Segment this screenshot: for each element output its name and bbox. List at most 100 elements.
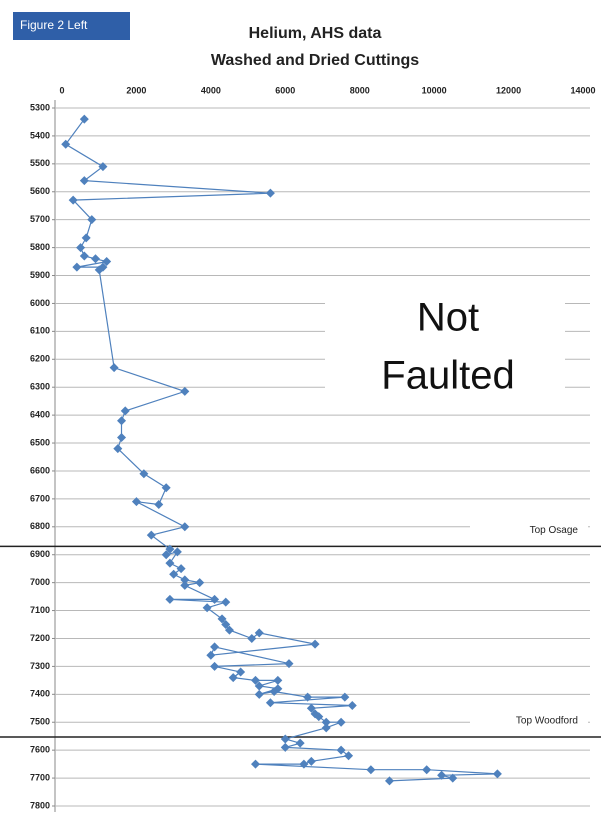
plot <box>61 114 502 786</box>
data-point <box>113 444 123 454</box>
data-point <box>165 594 175 604</box>
annotation-line: Not <box>417 296 479 340</box>
data-point <box>61 139 71 149</box>
y-tick-label: 7200 <box>30 633 50 643</box>
y-tick-label: 5300 <box>30 102 50 112</box>
y-tick-label: 7300 <box>30 661 50 671</box>
data-point <box>87 215 97 225</box>
y-tick-label: 7400 <box>30 689 50 699</box>
x-tick-label: 2000 <box>126 85 146 95</box>
data-point <box>165 558 175 568</box>
data-point <box>180 575 190 585</box>
data-point <box>221 597 231 607</box>
marker-label-box <box>470 711 588 732</box>
data-point <box>251 759 261 769</box>
chart-subtitle: Washed and Dried Cuttings <box>211 52 419 69</box>
chart-title: Helium, AHS data <box>249 25 382 42</box>
annotation-box <box>325 290 565 412</box>
data-point <box>251 675 261 685</box>
data-point <box>247 633 257 643</box>
marker-label: Top Osage <box>530 525 579 536</box>
data-point <box>81 233 91 243</box>
data-point <box>161 550 171 560</box>
y-tick-label: 7700 <box>30 772 50 782</box>
data-point <box>321 723 331 733</box>
data-point <box>146 530 156 540</box>
data-point <box>169 569 179 579</box>
data-point <box>321 717 331 727</box>
y-tick-label: 5400 <box>30 130 50 140</box>
data-point <box>79 114 89 124</box>
data-point <box>117 416 127 426</box>
data-point <box>161 483 171 493</box>
x-tick-label: 12000 <box>496 85 521 95</box>
data-point <box>336 745 346 755</box>
data-point <box>180 386 190 396</box>
data-point <box>98 162 108 172</box>
y-tick-label: 6100 <box>30 326 50 336</box>
data-point <box>79 176 89 186</box>
data-point <box>265 698 275 708</box>
data-point <box>76 243 86 253</box>
data-point <box>492 769 502 779</box>
marker-label: Top Woodford <box>516 716 578 727</box>
y-tick-label: 7100 <box>30 605 50 615</box>
annotation-line: Faulted <box>381 354 514 398</box>
data-point <box>206 650 216 660</box>
data-point <box>210 661 220 671</box>
data-point <box>165 544 175 554</box>
data-point <box>299 759 309 769</box>
y-tick-label: 6800 <box>30 521 50 531</box>
data-point <box>176 564 186 574</box>
x-tick-label: 4000 <box>201 85 221 95</box>
y-tick-label: 6700 <box>30 493 50 503</box>
data-point <box>336 717 346 727</box>
data-point <box>448 773 458 783</box>
data-point <box>303 692 313 702</box>
data-point <box>280 742 290 752</box>
data-point <box>210 594 220 604</box>
y-tick-label: 6400 <box>30 409 50 419</box>
data-point <box>254 628 264 638</box>
data-point <box>265 188 275 198</box>
y-tick-label: 5800 <box>30 242 50 252</box>
figure-label-box <box>13 12 130 40</box>
x-tick-label: 8000 <box>350 85 370 95</box>
data-point <box>306 703 316 713</box>
data-point <box>68 195 78 205</box>
data-point <box>280 734 290 744</box>
data-point <box>228 673 238 683</box>
data-point <box>254 689 264 699</box>
data-point <box>295 738 305 748</box>
data-point <box>202 603 212 613</box>
data-point <box>269 687 279 697</box>
data-point <box>195 578 205 588</box>
data-point <box>437 770 447 780</box>
y-tick-label: 5900 <box>30 270 50 280</box>
data-point <box>180 580 190 590</box>
data-point <box>217 614 227 624</box>
data-point <box>117 432 127 442</box>
y-tick-label: 6500 <box>30 437 50 447</box>
data-point <box>120 406 130 416</box>
y-tick-label: 5600 <box>30 186 50 196</box>
y-tick-label: 6200 <box>30 354 50 364</box>
data-point <box>236 667 246 677</box>
data-point <box>347 700 357 710</box>
data-point <box>254 681 264 691</box>
data-point <box>314 712 324 722</box>
y-tick-label: 6300 <box>30 382 50 392</box>
data-point <box>131 497 141 507</box>
marker-label-box <box>470 520 588 541</box>
data-point <box>224 625 234 635</box>
data-point <box>90 254 100 264</box>
y-tick-label: 6000 <box>30 298 50 308</box>
y-tick-label: 5500 <box>30 158 50 168</box>
data-point <box>109 363 119 373</box>
data-point <box>79 251 89 261</box>
data-point <box>284 659 294 669</box>
y-tick-label: 7500 <box>30 717 50 727</box>
x-tick-label: 14000 <box>570 85 595 95</box>
data-point <box>94 265 104 275</box>
